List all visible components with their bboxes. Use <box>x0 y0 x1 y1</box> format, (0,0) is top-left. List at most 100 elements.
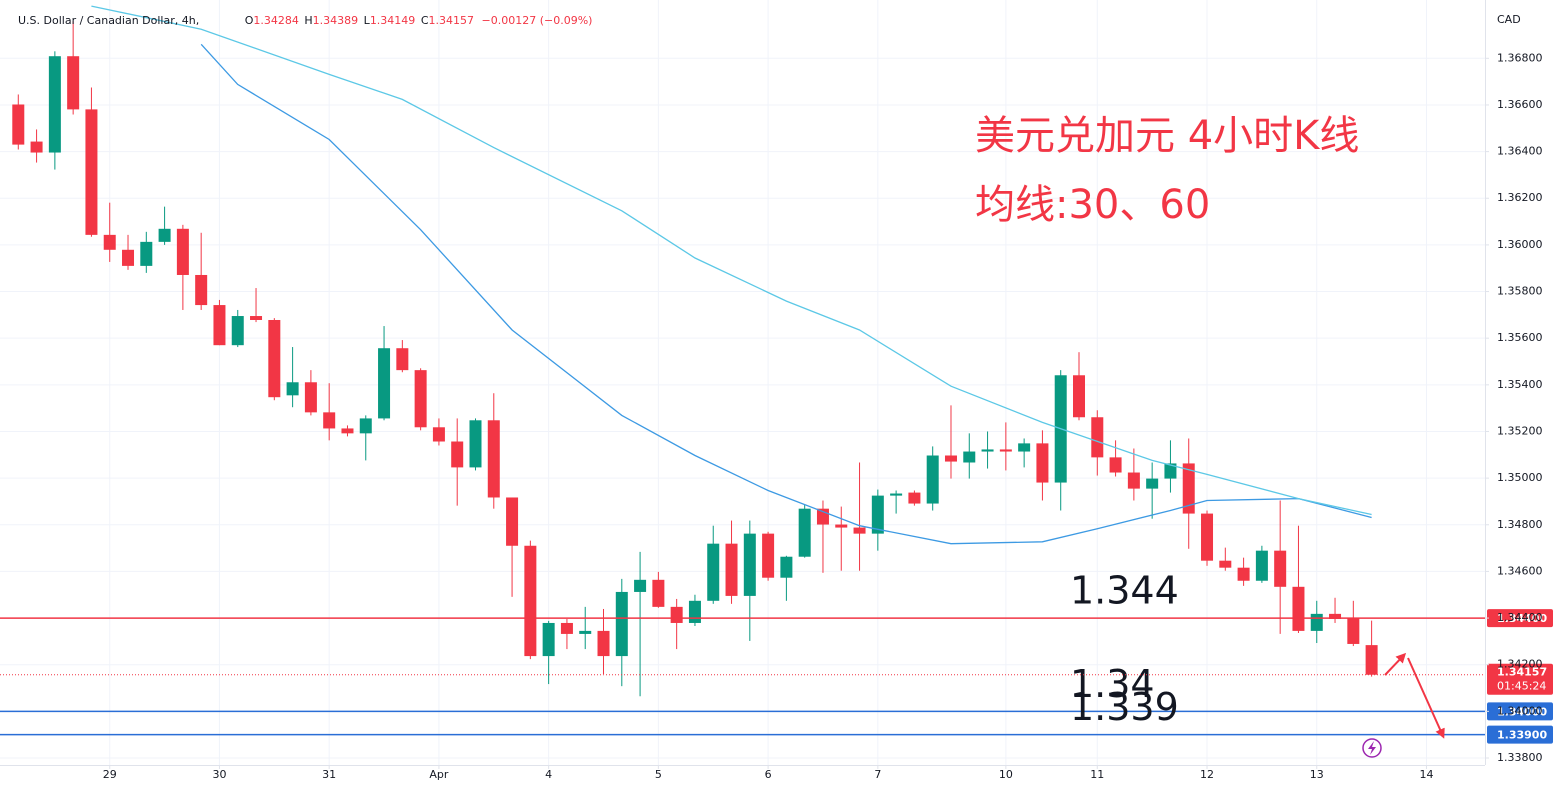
candle-body <box>908 492 921 504</box>
ohlc-value: 1.34284 <box>253 14 299 27</box>
candle-body <box>341 428 354 434</box>
y-tick-label: 1.35600 <box>1497 331 1543 344</box>
ohlc-key: H <box>304 14 312 27</box>
countdown: 01:45:24 <box>1497 680 1546 693</box>
x-tick-label: 30 <box>212 768 226 781</box>
candle-body <box>835 524 848 528</box>
candle-body <box>707 543 720 601</box>
candle-body <box>926 455 939 504</box>
candle-body <box>1073 375 1086 418</box>
y-tick-label: 1.34600 <box>1497 564 1543 577</box>
candle-body <box>304 382 317 413</box>
candle-body <box>1347 617 1360 644</box>
candle-body <box>1018 443 1031 452</box>
candle-body <box>615 591 628 657</box>
x-tick-label: 31 <box>322 768 336 781</box>
y-tick-label: 1.34000 <box>1497 704 1543 717</box>
price-label: 1.34000 <box>1497 705 1547 718</box>
x-tick-label: 11 <box>1090 768 1104 781</box>
candle-body <box>158 228 171 242</box>
price-label-box <box>1487 702 1553 721</box>
y-tick-label: 1.34400 <box>1497 611 1543 624</box>
y-tick-label: 1.34800 <box>1497 518 1543 531</box>
currency: CAD <box>1497 13 1521 26</box>
candle-body <box>359 418 372 434</box>
x-tick-label: 6 <box>765 768 772 781</box>
candle-body <box>48 56 61 153</box>
change: −0.00127 (−0.09%) <box>482 14 593 27</box>
moving-average <box>91 5 1372 516</box>
candle-body <box>12 104 25 145</box>
price-label: 1.34400 <box>1497 612 1547 625</box>
candle-body <box>396 348 409 371</box>
alert-icon[interactable] <box>1362 738 1382 758</box>
x-tick-label: 14 <box>1419 768 1433 781</box>
candle-body <box>323 412 336 429</box>
last-price-label: 1.34157 <box>1497 666 1547 679</box>
candle-body <box>487 420 500 498</box>
candle-body <box>122 249 135 266</box>
candle-body <box>1237 567 1250 581</box>
x-tick-label: 13 <box>1310 768 1324 781</box>
y-tick-label: 1.34200 <box>1497 658 1543 671</box>
x-tick-label: 29 <box>103 768 117 781</box>
candle-body <box>1310 613 1323 631</box>
candle-body <box>1036 443 1049 483</box>
last-price-box <box>1487 663 1553 695</box>
candle-body <box>140 241 153 266</box>
y-tick-label: 1.35400 <box>1497 378 1543 391</box>
header: U.S. Dollar / Canadian Dollar, 4h, O1.34… <box>18 14 592 27</box>
candle-body <box>1329 613 1342 619</box>
ohlc-value: 1.34157 <box>429 14 475 27</box>
level-note: 1.344 <box>1070 569 1179 613</box>
candle-body <box>688 600 701 623</box>
candle-body <box>451 441 464 468</box>
candle-body <box>1091 417 1104 458</box>
candle-body <box>268 319 281 398</box>
annotation: 均线:30、60 <box>975 182 1210 228</box>
candle-body <box>469 420 482 468</box>
candle-body <box>414 370 427 428</box>
candle-body <box>762 533 775 578</box>
candle-body <box>652 579 665 607</box>
y-tick-label: 1.33800 <box>1497 751 1543 764</box>
candle-body <box>1292 586 1305 631</box>
candle-body <box>890 493 903 496</box>
candle-body <box>524 545 537 657</box>
candle-body <box>1219 560 1232 568</box>
candle-body <box>1146 478 1159 489</box>
ohlc-key: C <box>421 14 429 27</box>
arrow <box>1407 657 1445 739</box>
candle-body <box>560 622 573 634</box>
ohlc-key: O <box>245 14 254 27</box>
x-tick-label: 10 <box>999 768 1013 781</box>
symbol: U.S. Dollar / Canadian Dollar, 4h, <box>18 14 199 27</box>
x-tick-label: 7 <box>874 768 881 781</box>
moving-average <box>200 43 1372 545</box>
y-tick-label: 1.35200 <box>1497 424 1543 437</box>
candle-body <box>597 630 610 657</box>
price-label-box <box>1487 725 1553 744</box>
candle-body <box>1182 463 1195 514</box>
candle-body <box>1201 513 1214 561</box>
candle-body <box>1109 457 1122 473</box>
candle-body <box>743 533 756 596</box>
level-note: 1.34 <box>1070 662 1155 706</box>
candle-body <box>542 622 555 657</box>
candle-body <box>579 630 592 634</box>
x-tick-label: 5 <box>655 768 662 781</box>
price-label: 1.33900 <box>1497 729 1547 742</box>
ohlc-value: 1.34149 <box>370 14 416 27</box>
ohlc-key: L <box>364 14 371 27</box>
candle-body <box>506 497 519 546</box>
candle-body <box>286 382 299 396</box>
candle-body <box>213 305 226 346</box>
x-tick-label: 12 <box>1200 768 1214 781</box>
arrow <box>1384 652 1407 676</box>
candle-body <box>195 274 208 306</box>
candle-body <box>1164 463 1177 479</box>
candle-body <box>634 579 647 592</box>
candle-body <box>250 316 263 320</box>
